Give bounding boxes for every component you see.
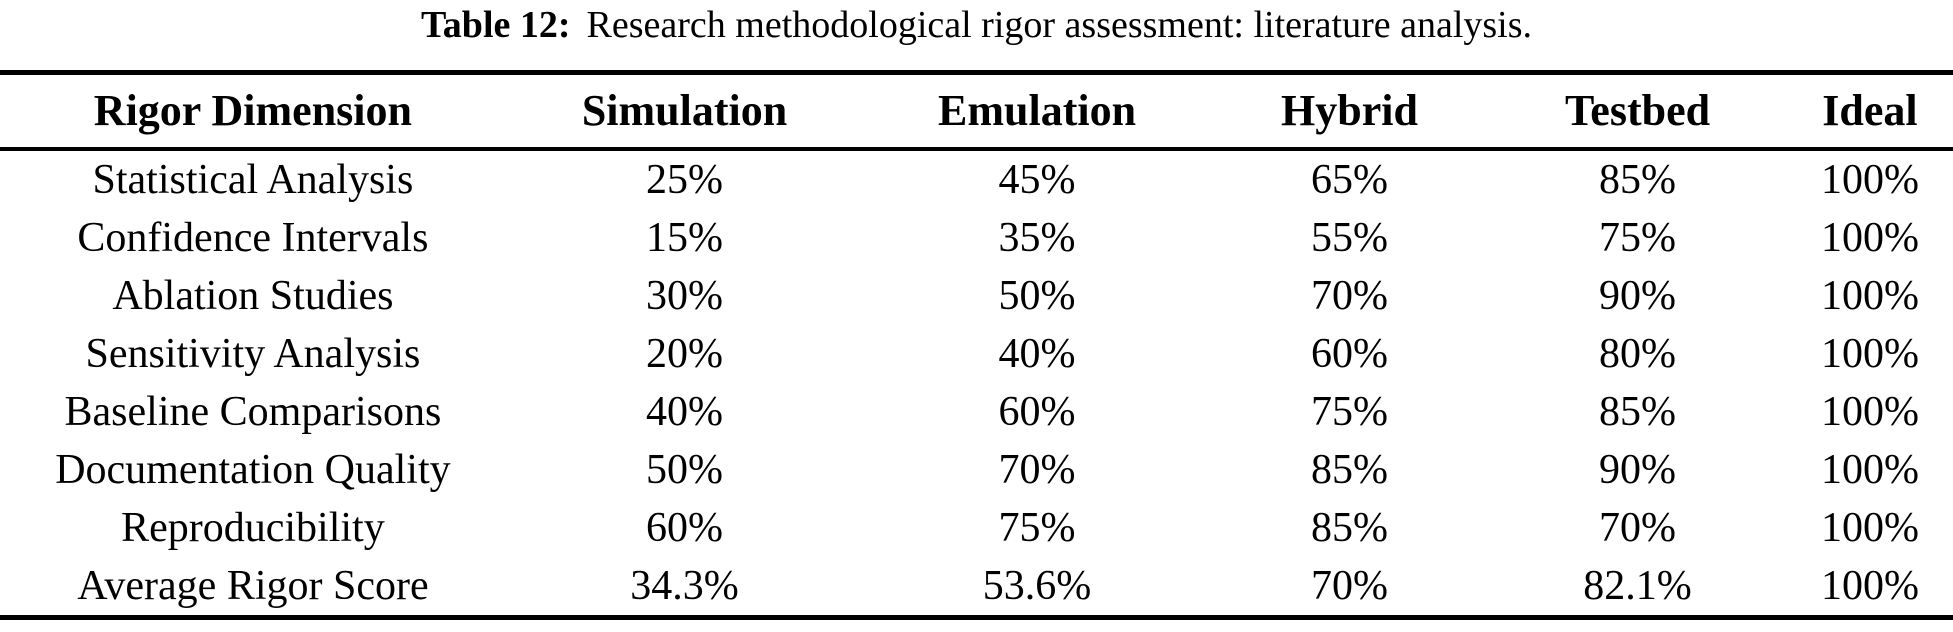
header-row: Rigor Dimension Simulation Emulation Hyb…: [0, 72, 1953, 151]
cell-value: 34.3%: [630, 563, 739, 609]
cell-value: 100%: [1820, 157, 1919, 203]
cell-value: 75%: [1599, 215, 1677, 261]
cell-value: 20%: [646, 331, 724, 377]
cell-value: 70%: [1599, 505, 1677, 551]
cell-value: 75%: [998, 505, 1076, 551]
cell-value: 100%: [1820, 273, 1919, 319]
cell-value: 85%: [1599, 389, 1677, 435]
cell-value: 75%: [1311, 389, 1388, 435]
cell-value: 55%: [1311, 215, 1388, 261]
col-header-hybrid: Hybrid: [1210, 72, 1489, 151]
cell-value: 65%: [1311, 157, 1388, 203]
cell-value: 60%: [998, 389, 1076, 435]
cell-dimension: Average Rigor Score: [77, 563, 429, 609]
cell-value: 70%: [1311, 563, 1388, 609]
cell-value: 90%: [1599, 273, 1677, 319]
table-row-baseline-comparisons: Baseline Comparisons 40% 60% 75% 85% 100…: [0, 383, 1953, 441]
cell-value: 85%: [1311, 447, 1388, 493]
col-header-emulation: Emulation: [863, 72, 1211, 151]
cell-dimension: Confidence Intervals: [77, 215, 429, 261]
cell-value: 85%: [1311, 505, 1388, 551]
cell-value: 30%: [646, 273, 724, 319]
cell-dimension: Sensitivity Analysis: [85, 331, 421, 377]
cell-value: 15%: [646, 215, 724, 261]
table-caption: Table 12: Research methodological rigor a…: [0, 2, 1953, 48]
cell-value: 40%: [646, 389, 724, 435]
caption-label: Table 12:: [420, 4, 571, 46]
rigor-assessment-table: Rigor Dimension Simulation Emulation Hyb…: [0, 70, 1953, 620]
caption-text: Research methodological rigor assessment…: [586, 4, 1533, 46]
cell-value: 25%: [646, 157, 724, 203]
table-row-reproducibility: Reproducibility 60% 75% 85% 70% 100%: [0, 499, 1953, 557]
cell-value: 70%: [1311, 273, 1388, 319]
cell-dimension: Statistical Analysis: [92, 157, 414, 203]
cell-value: 60%: [1311, 331, 1388, 377]
col-header-testbed: Testbed: [1488, 72, 1787, 151]
cell-value: 100%: [1820, 389, 1919, 435]
cell-value: 100%: [1820, 505, 1919, 551]
cell-dimension: Ablation Studies: [112, 273, 394, 319]
table-row-ablation-studies: Ablation Studies 30% 50% 70% 90% 100%: [0, 267, 1953, 325]
cell-value: 85%: [1599, 157, 1677, 203]
cell-value: 82.1%: [1583, 563, 1692, 609]
table-row-sensitivity-analysis: Sensitivity Analysis 20% 40% 60% 80% 100…: [0, 325, 1953, 383]
cell-value: 80%: [1599, 331, 1677, 377]
cell-value: 60%: [646, 505, 724, 551]
table-row-statistical-analysis: Statistical Analysis 25% 45% 65% 85% 100…: [0, 149, 1953, 209]
col-header-rigor-dimension: Rigor Dimension: [0, 72, 506, 151]
cell-value: 100%: [1820, 331, 1919, 377]
cell-value: 50%: [646, 447, 724, 493]
cell-value: 45%: [998, 157, 1076, 203]
cell-value: 90%: [1599, 447, 1677, 493]
cell-value: 50%: [998, 273, 1076, 319]
table-row-documentation-quality: Documentation Quality 50% 70% 85% 90% 10…: [0, 441, 1953, 499]
cell-dimension: Baseline Comparisons: [64, 389, 442, 435]
cell-dimension: Documentation Quality: [55, 447, 451, 493]
cell-value: 70%: [998, 447, 1076, 493]
table-row-confidence-intervals: Confidence Intervals 15% 35% 55% 75% 100…: [0, 209, 1953, 267]
col-header-ideal: Ideal: [1786, 72, 1953, 151]
cell-value: 100%: [1820, 215, 1919, 261]
table-row-average-rigor-score: Average Rigor Score 34.3% 53.6% 70% 82.1…: [0, 557, 1953, 618]
cell-value: 100%: [1820, 563, 1919, 609]
col-header-simulation: Simulation: [505, 72, 864, 151]
cell-value: 53.6%: [982, 563, 1092, 609]
cell-value: 35%: [998, 215, 1076, 261]
cell-value: 40%: [998, 331, 1076, 377]
cell-dimension: Reproducibility: [121, 505, 385, 551]
cell-value: 100%: [1820, 447, 1919, 493]
